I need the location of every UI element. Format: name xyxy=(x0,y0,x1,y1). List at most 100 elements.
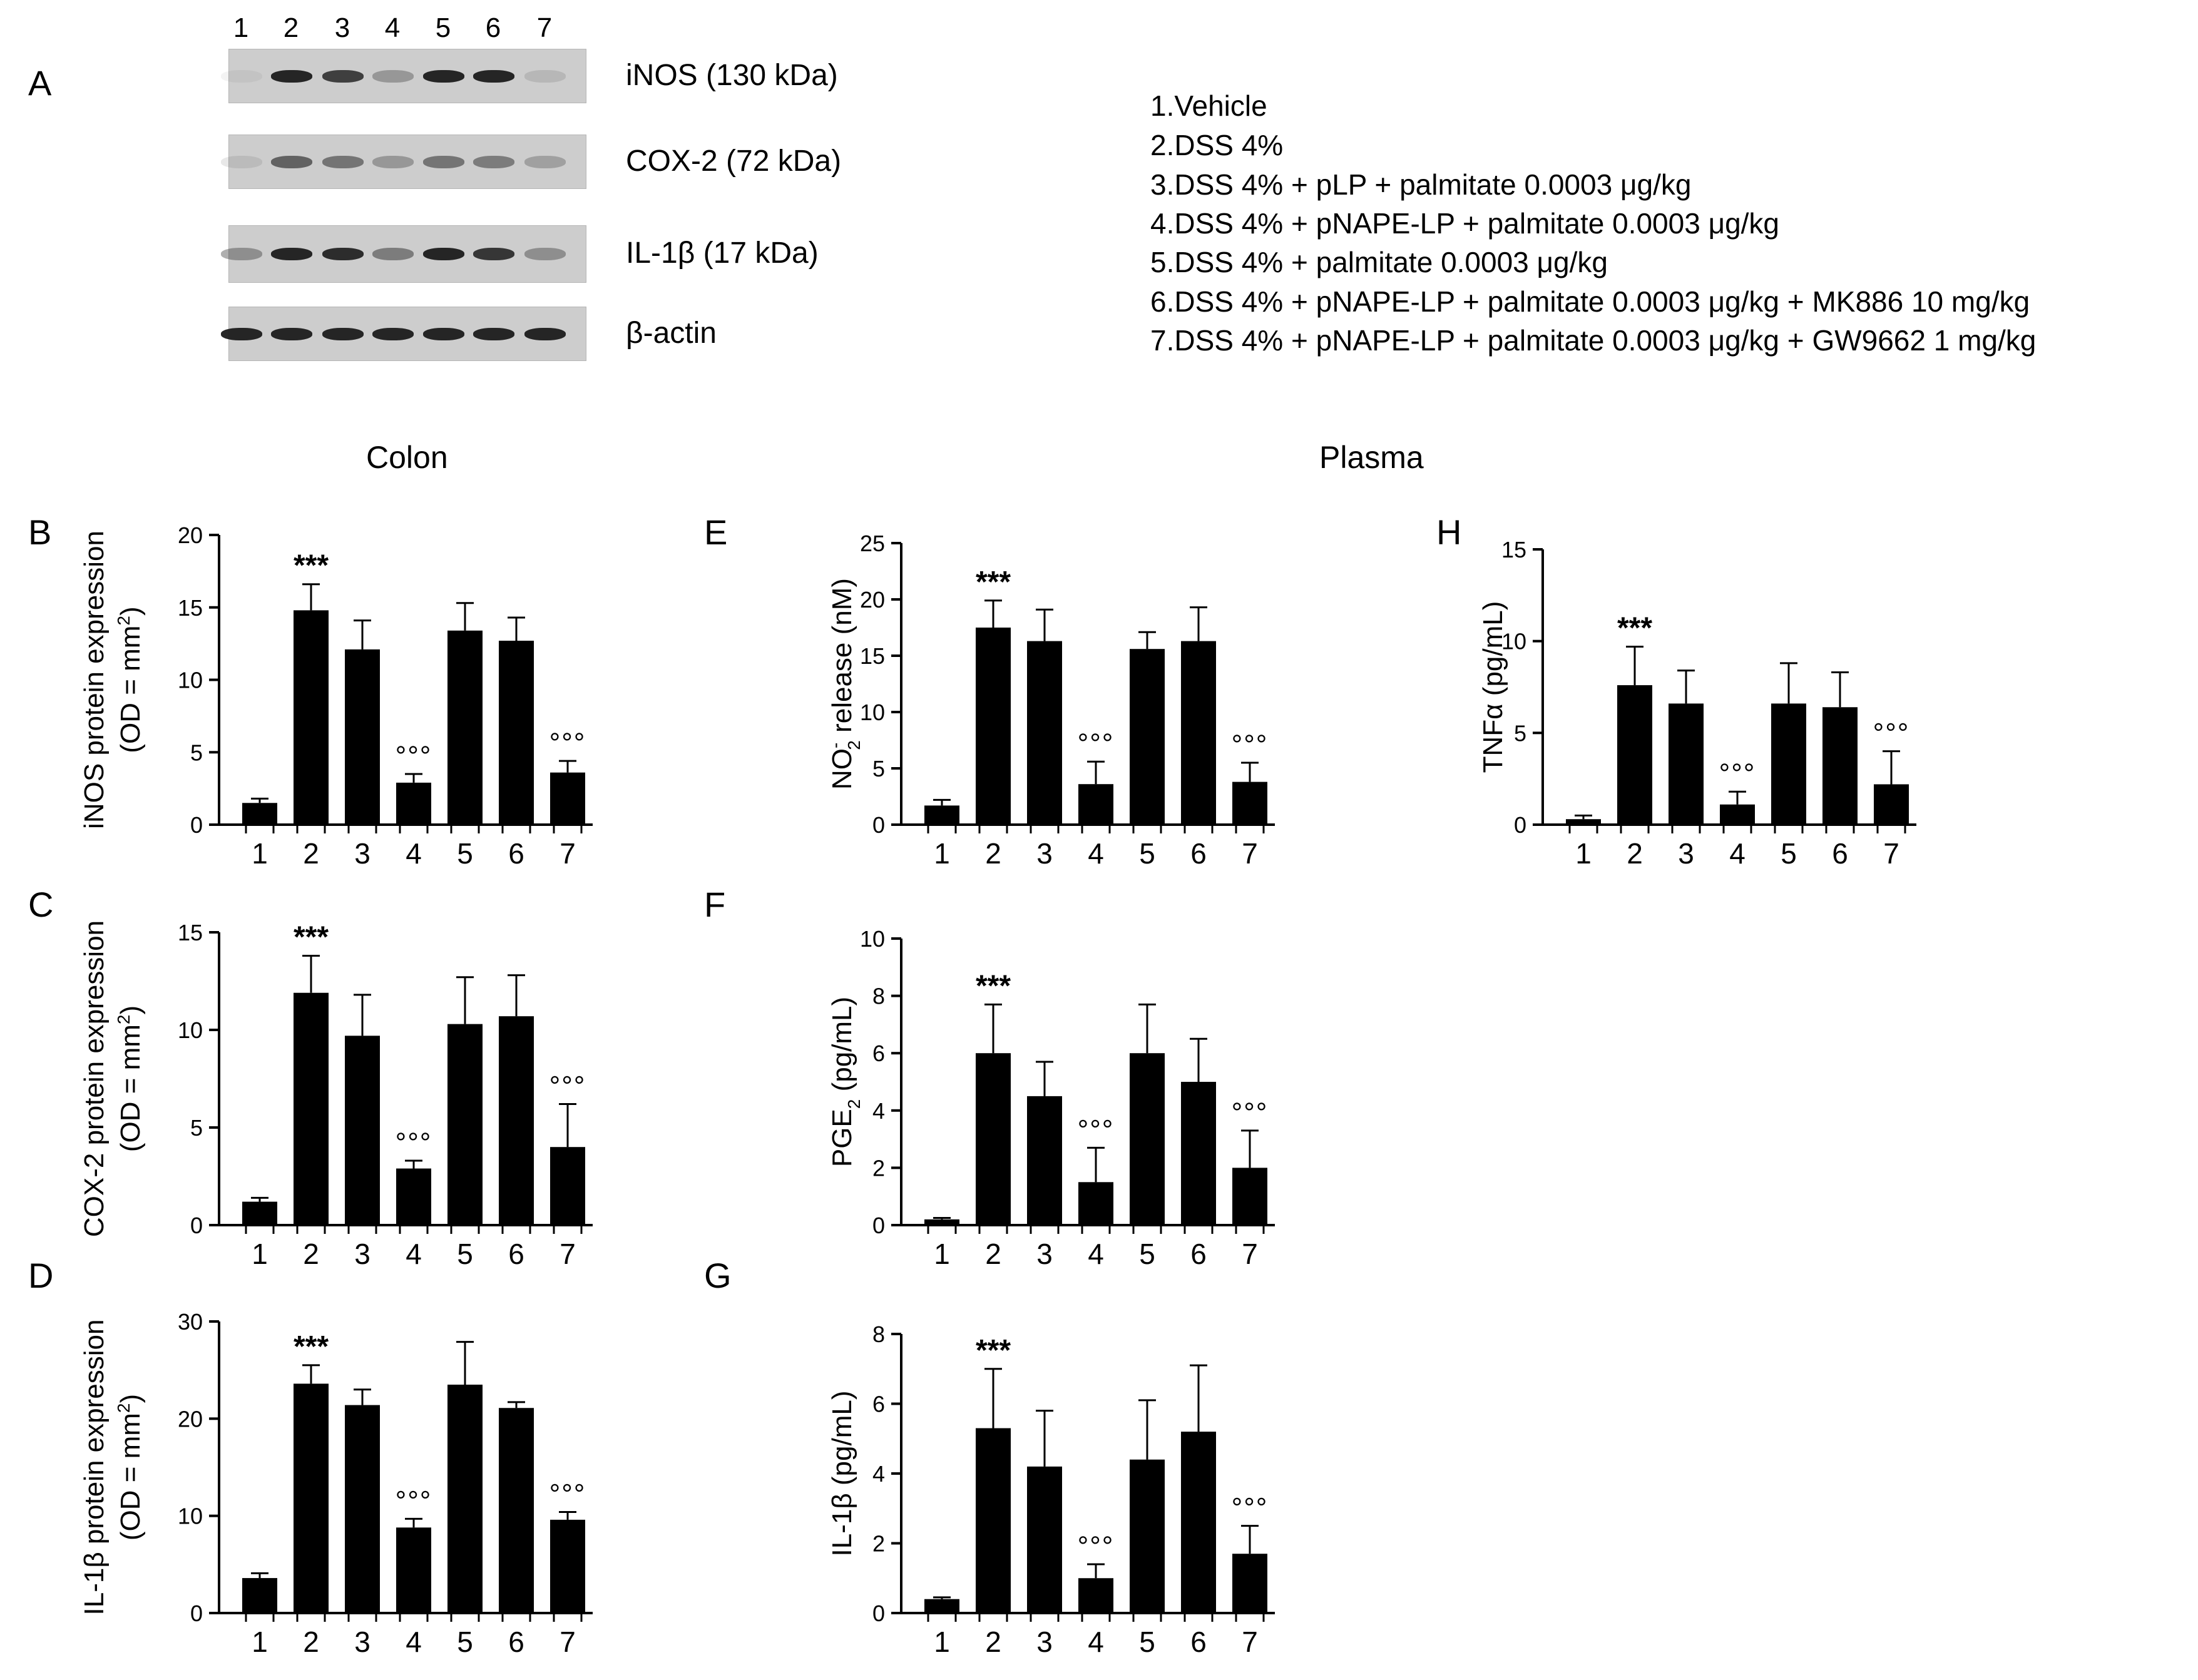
chart-panel-c: C 0 5 10 15 1 2 *** 3 4 °°° 5 6 7 °°° COX-2 protein exp… xyxy=(28,885,593,1270)
y-tick-label: 15 xyxy=(178,920,203,945)
x-tick-label: 7 xyxy=(1242,1626,1258,1658)
bar-5 xyxy=(1771,703,1806,825)
x-tick-label: 3 xyxy=(354,1238,371,1270)
blot-band xyxy=(372,69,414,83)
y-tick-label: 6 xyxy=(872,1392,885,1417)
blot-band xyxy=(322,69,364,83)
panel-letter-g: G xyxy=(704,1256,732,1295)
x-tick-label: 2 xyxy=(303,1626,319,1658)
y-tick-label: 30 xyxy=(178,1309,203,1335)
bar-1 xyxy=(924,805,959,825)
bar-6 xyxy=(1181,1432,1216,1613)
y-axis-label-unit-text: (OD = mm xyxy=(115,1413,146,1540)
y-tick-label: 10 xyxy=(860,926,885,952)
significance-label: °°° xyxy=(1232,1493,1269,1524)
x-tick-label: 7 xyxy=(1242,837,1258,870)
y-axis-label-tail: (pg/mL) xyxy=(827,997,857,1099)
y-axis-label-sup: 2 xyxy=(114,1014,133,1024)
y-tick-label: 10 xyxy=(178,1017,203,1043)
x-tick-label: 7 xyxy=(560,1238,576,1270)
y-axis-label-sup: 2 xyxy=(114,616,133,626)
panel-letter-c: C xyxy=(28,885,53,924)
significance-label: °°° xyxy=(396,1128,432,1158)
x-tick-label: 3 xyxy=(1036,1238,1053,1270)
blot-band xyxy=(271,327,312,340)
blot-band xyxy=(524,155,566,168)
y-axis-label-sup: - xyxy=(826,743,845,748)
bar-2 xyxy=(1617,685,1652,825)
bar-5 xyxy=(447,1384,483,1613)
bar-4 xyxy=(396,1527,431,1613)
blot-band xyxy=(322,327,364,340)
y-axis-label-unit: (OD = mm2) xyxy=(114,1005,146,1152)
y-tick-label: 0 xyxy=(190,1213,203,1238)
bar-4 xyxy=(1720,804,1755,825)
x-tick-label: 6 xyxy=(508,837,524,870)
y-tick-label: 5 xyxy=(190,1115,203,1141)
y-axis-label: iNOS protein expression xyxy=(79,531,110,829)
significance-label: *** xyxy=(294,920,329,954)
y-axis-label-tail: ) xyxy=(115,1394,146,1403)
y-tick-label: 8 xyxy=(872,1321,885,1347)
y-tick-label: 10 xyxy=(178,1504,203,1529)
bar-2 xyxy=(294,1383,329,1613)
bar-7 xyxy=(1232,1554,1267,1613)
blot-band xyxy=(322,155,364,168)
blot-band xyxy=(524,327,566,340)
panel-letter-h: H xyxy=(1436,512,1461,552)
blot-strip-4 xyxy=(221,307,586,361)
lane-number-2: 2 xyxy=(283,13,299,43)
x-tick-label: 2 xyxy=(303,1238,319,1270)
bar-7 xyxy=(1232,1168,1267,1225)
significance-label: *** xyxy=(976,969,1011,1002)
x-tick-label: 6 xyxy=(1832,837,1848,870)
bar-3 xyxy=(345,649,380,825)
blot-band xyxy=(372,327,414,340)
y-axis-label: TNFα (pg/mL) xyxy=(1478,601,1508,773)
significance-label: *** xyxy=(976,566,1011,599)
y-tick-label: 2 xyxy=(872,1155,885,1181)
x-tick-label: 4 xyxy=(1088,837,1104,870)
y-tick-label: 10 xyxy=(860,700,885,725)
y-axis-label-text: TNFα (pg/mL) xyxy=(1478,601,1508,773)
bar-3 xyxy=(1669,703,1704,825)
x-tick-label: 3 xyxy=(354,837,371,870)
y-axis-label-sub: 2 xyxy=(844,1099,864,1109)
bar-4 xyxy=(396,782,431,825)
blot-band xyxy=(473,248,514,260)
legend-entry-1: 1.Vehicle xyxy=(1150,89,1267,122)
x-tick-label: 2 xyxy=(303,837,319,870)
bar-7 xyxy=(550,1147,585,1225)
y-axis-label-tail: release (nM) xyxy=(827,578,857,740)
blot-band xyxy=(271,69,312,83)
bar-3 xyxy=(1027,641,1062,825)
significance-label: °°° xyxy=(1719,758,1756,789)
y-axis-label: NO-2 release (nM) xyxy=(826,578,864,790)
chart-panel-b: B 0 5 10 15 20 1 2 *** 3 4 °°° 5 6 7 °°° iNOS protein ex… xyxy=(28,512,593,870)
y-tick-label: 6 xyxy=(872,1041,885,1066)
x-tick-label: 1 xyxy=(934,1626,950,1658)
y-axis-label-unit-text: (OD = mm xyxy=(115,626,146,753)
bar-5 xyxy=(1130,1459,1165,1613)
bar-2 xyxy=(976,1053,1011,1225)
lane-number-4: 4 xyxy=(384,13,401,43)
x-tick-label: 7 xyxy=(560,837,576,870)
y-axis-label-tail: ) xyxy=(115,606,146,616)
blot-strip-1 xyxy=(221,49,586,103)
y-axis-label: COX-2 protein expression xyxy=(79,920,110,1237)
x-tick-label: 4 xyxy=(406,1626,422,1658)
x-tick-label: 3 xyxy=(354,1626,371,1658)
y-tick-label: 0 xyxy=(872,812,885,838)
y-tick-label: 20 xyxy=(178,522,203,548)
legend-entry-2: 2.DSS 4% xyxy=(1150,129,1284,161)
bar-1 xyxy=(924,1219,959,1225)
significance-label: *** xyxy=(294,1330,329,1363)
blot-band xyxy=(423,155,464,168)
panel-letter-a: A xyxy=(28,63,52,103)
blot-band xyxy=(423,327,464,340)
blot-band xyxy=(524,69,566,83)
bar-6 xyxy=(499,640,534,825)
significance-label: *** xyxy=(976,1334,1011,1367)
